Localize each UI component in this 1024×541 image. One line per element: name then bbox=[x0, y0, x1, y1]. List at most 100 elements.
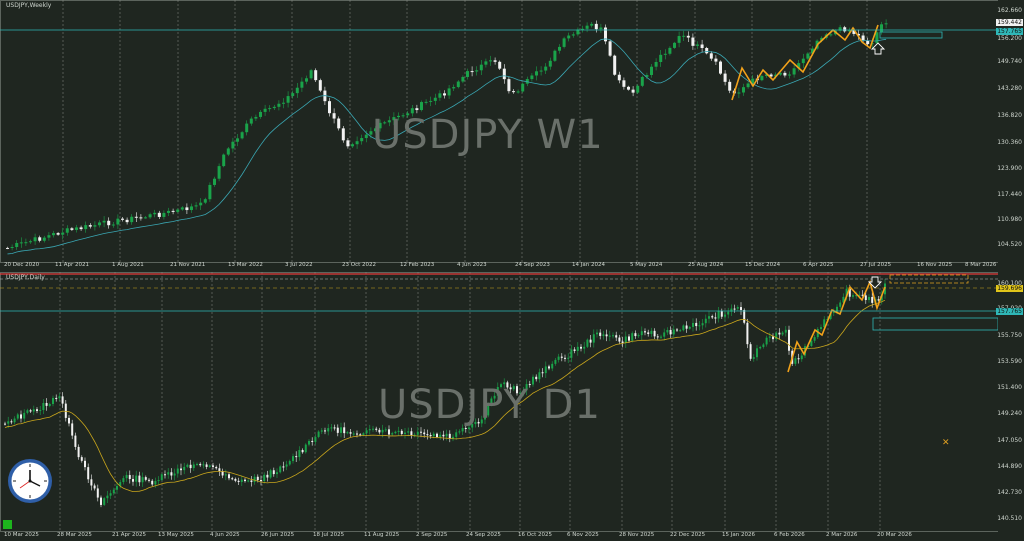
candle bbox=[93, 485, 96, 489]
candle bbox=[79, 227, 83, 230]
candle bbox=[58, 396, 61, 399]
candle bbox=[102, 220, 106, 223]
candle bbox=[590, 23, 594, 26]
clock-icon bbox=[7, 458, 53, 504]
candle bbox=[461, 427, 464, 432]
candle bbox=[800, 355, 803, 360]
candle bbox=[365, 430, 368, 434]
candle bbox=[829, 312, 832, 320]
candle bbox=[820, 327, 822, 329]
weekly-date-tick: 12 Feb 2023 bbox=[400, 262, 435, 268]
candle bbox=[538, 372, 541, 380]
weekly-date-tick: 23 Oct 2022 bbox=[342, 262, 377, 268]
candle bbox=[571, 34, 575, 36]
candle bbox=[701, 323, 704, 326]
candle bbox=[581, 28, 584, 30]
candle bbox=[727, 311, 730, 315]
candle bbox=[484, 415, 486, 420]
weekly-price-tick: 143.280 bbox=[997, 85, 1022, 92]
daily-chart-canvas[interactable]: ✕ bbox=[0, 272, 1024, 541]
candle bbox=[622, 80, 626, 87]
candle bbox=[424, 101, 428, 103]
candle bbox=[769, 74, 773, 77]
candle bbox=[679, 330, 682, 332]
candle bbox=[160, 474, 163, 481]
candle bbox=[111, 224, 115, 226]
candle bbox=[507, 79, 511, 92]
candle bbox=[666, 330, 669, 333]
candle bbox=[266, 474, 269, 478]
candle bbox=[167, 472, 170, 475]
weekly-price-axis[interactable]: 162.660 156.200 149.740 143.280 136.820 … bbox=[997, 0, 1024, 272]
candle bbox=[260, 480, 262, 482]
candle bbox=[360, 138, 364, 142]
candle bbox=[346, 432, 349, 434]
candle bbox=[711, 316, 714, 318]
weekly-chart-panel[interactable]: USDJPY,Weekly USDJPY W1 162.660 156.200 … bbox=[0, 0, 1024, 272]
candle bbox=[645, 74, 649, 77]
candle bbox=[654, 61, 658, 67]
candle bbox=[80, 457, 83, 461]
candle bbox=[792, 68, 796, 75]
candle bbox=[698, 325, 701, 327]
candle bbox=[148, 479, 150, 481]
candle bbox=[608, 335, 611, 337]
weekly-date-tick: 20 Dec 2020 bbox=[4, 262, 40, 268]
candle bbox=[215, 466, 218, 469]
candle bbox=[585, 25, 589, 29]
candle bbox=[479, 64, 483, 71]
candle bbox=[682, 325, 685, 331]
candle bbox=[650, 66, 653, 75]
daily-chart-panel[interactable]: ✕ USDJPY,Daily USDJPY D1 160.100 157.920… bbox=[0, 272, 1024, 541]
candle bbox=[173, 473, 176, 476]
candle bbox=[548, 366, 550, 369]
candle bbox=[535, 71, 538, 76]
weekly-date-tick: 8 Mar 2026 bbox=[965, 262, 997, 268]
candle bbox=[580, 346, 582, 349]
daily-target-zone bbox=[889, 274, 969, 284]
candle bbox=[484, 61, 488, 65]
candle bbox=[672, 329, 675, 335]
candle bbox=[401, 115, 405, 117]
candle bbox=[410, 431, 413, 436]
candle bbox=[554, 359, 557, 364]
daily-price-tick: 151.400 bbox=[997, 384, 1022, 391]
candle bbox=[420, 102, 423, 111]
candle bbox=[708, 316, 710, 319]
candle bbox=[132, 478, 134, 482]
candle bbox=[781, 332, 784, 335]
weekly-date-tick: 5 May 2024 bbox=[630, 262, 663, 268]
candle bbox=[500, 384, 502, 388]
candle bbox=[765, 74, 768, 76]
candle bbox=[544, 66, 548, 71]
candle bbox=[4, 423, 6, 425]
daily-date-tick: 28 Nov 2025 bbox=[619, 532, 655, 538]
candle bbox=[320, 430, 323, 432]
weekly-chart-canvas[interactable] bbox=[0, 0, 1024, 272]
candle bbox=[576, 346, 579, 351]
candle bbox=[301, 450, 304, 453]
candle bbox=[599, 27, 603, 30]
candle bbox=[222, 154, 226, 167]
candle bbox=[224, 474, 227, 476]
weekly-price-tick: 149.740 bbox=[997, 58, 1022, 65]
candle bbox=[36, 409, 38, 412]
candle bbox=[749, 344, 752, 359]
daily-price-axis[interactable]: 160.100 157.920 155.750 153.590 151.400 … bbox=[997, 272, 1024, 541]
green-square-icon[interactable] bbox=[3, 520, 12, 529]
zigzag-line bbox=[731, 24, 879, 101]
candle bbox=[637, 335, 640, 337]
candle bbox=[447, 88, 451, 96]
daily-date-tick: 15 Jan 2026 bbox=[722, 532, 755, 538]
weekly-price-tick: 130.360 bbox=[997, 139, 1022, 146]
candle bbox=[308, 440, 310, 445]
candle bbox=[333, 427, 336, 429]
candle bbox=[762, 344, 765, 347]
candle bbox=[244, 479, 246, 482]
candle bbox=[170, 472, 173, 476]
candle bbox=[368, 429, 371, 431]
candle bbox=[433, 97, 437, 101]
candle bbox=[61, 396, 64, 404]
daily-date-tick: 24 Sep 2025 bbox=[466, 532, 501, 538]
weekly-date-tick: 13 Mar 2022 bbox=[228, 262, 263, 268]
